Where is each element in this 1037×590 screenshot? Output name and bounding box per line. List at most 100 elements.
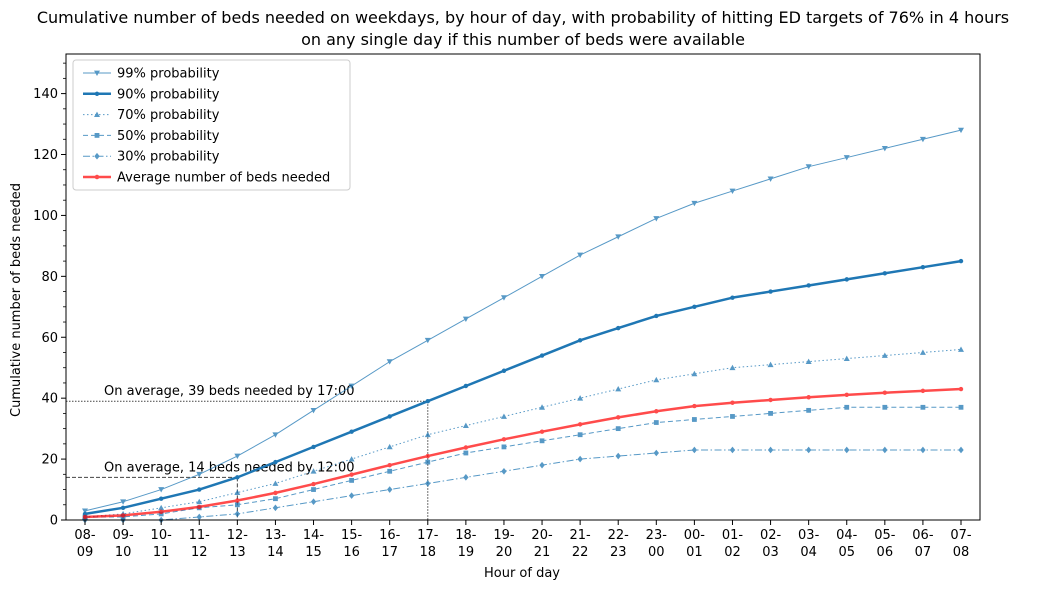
point-marker [311,444,316,450]
series-line [84,387,962,519]
point-marker [348,383,355,389]
point-marker [463,450,469,456]
x-axis-label: Hour of day [484,566,560,581]
point-marker [196,498,203,505]
x-tick-label: 02- [760,528,782,543]
x-tick-label: 00- [684,528,706,543]
point-marker [310,468,317,474]
point-marker [425,459,431,465]
point-marker [616,325,621,331]
point-marker [311,487,316,492]
point-marker [805,446,812,454]
point-marker [844,277,849,282]
series-line [85,406,961,518]
x-tick-label: 04 [800,545,817,560]
x-tick-label: 06- [912,528,934,543]
series-line [84,348,962,518]
point-marker [82,514,88,520]
point-marker [881,352,888,358]
point-marker [386,486,393,493]
x-tick-label: 00 [648,545,665,560]
x-tick-label: 06 [877,545,894,560]
point-marker [958,404,964,410]
point-marker [805,358,812,365]
point-marker [844,392,849,398]
legend-entry-swatch [83,111,111,117]
point-marker [920,446,926,454]
point-marker [462,316,469,322]
x-tick-label: 20- [531,528,553,543]
point-marker [158,509,164,514]
point-marker [615,452,621,460]
point-marker [616,415,621,420]
point-marker [500,413,507,419]
annotations: On average, 39 beds needed by 17:00 On av… [66,384,429,520]
x-tick-label: 13 [229,545,246,560]
y-tick-label: 20 [41,453,58,468]
legend-label: Average number of beds needed [117,171,330,186]
point-marker [94,70,100,76]
point-marker [425,399,430,404]
point-marker [692,403,697,409]
x-tick-label: 19- [493,528,515,543]
x-tick-label: 15- [341,528,363,543]
x-tick-label: 18- [455,528,477,543]
series-6 [82,386,964,520]
x-tick-label: 13- [265,528,287,543]
point-marker [82,508,88,514]
series-line [84,259,962,516]
point-marker [653,216,660,222]
point-marker [94,133,100,138]
point-marker [843,155,850,161]
point-marker [806,395,811,400]
point-marker [94,174,100,180]
point-marker [463,383,469,389]
x-tick-label: 17- [417,528,439,543]
point-marker [349,429,354,434]
point-marker [539,438,545,444]
x-tick-label: 10 [115,545,132,560]
point-marker [654,313,659,319]
point-marker [463,474,469,481]
point-marker [577,432,583,438]
series-5 [82,446,964,524]
series-line [84,129,962,512]
point-marker [653,376,660,383]
point-marker [539,429,545,434]
legend-label: 30% probability [117,150,220,165]
point-marker [235,498,240,503]
point-marker [920,264,926,270]
point-marker [691,370,698,377]
x-tick-label: 17 [381,545,398,560]
point-marker [577,422,583,427]
point-marker [730,414,735,419]
legend: 99% probability 90% probability 70% probab… [72,59,351,191]
point-marker [958,127,964,134]
point-marker [539,273,546,280]
point-marker [349,478,355,483]
point-marker [729,188,736,195]
legend-entry-swatch [83,174,111,180]
point-marker [158,487,165,493]
point-marker [691,417,697,422]
point-marker [692,304,697,310]
point-marker [768,289,773,294]
x-tick-label: 05- [874,528,896,543]
point-marker [768,397,773,403]
point-marker [234,510,241,518]
x-tick-label: 07- [950,528,972,543]
point-marker [158,504,165,511]
point-marker [272,480,279,486]
point-marker [310,407,317,414]
x-tick-label: 23 [610,545,627,560]
point-marker [234,453,241,460]
point-marker [958,258,964,264]
point-marker [424,431,431,438]
point-marker [919,136,926,143]
point-marker [272,504,279,512]
x-tick-label: 03- [798,528,820,543]
point-marker [120,505,126,511]
x-tick-label: 22- [608,528,630,543]
chart-title-line-2: on any single day if this number of beds… [301,30,745,49]
x-tick-label: 04- [836,528,858,543]
